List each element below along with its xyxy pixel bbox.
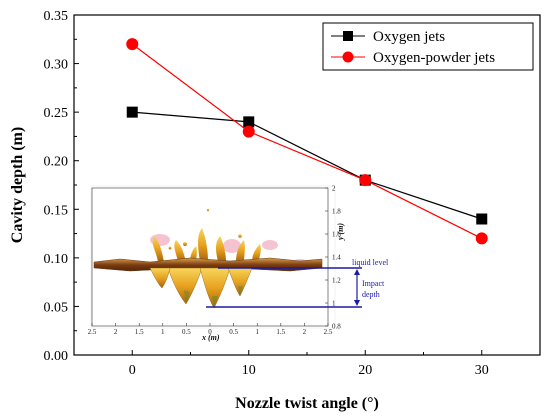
series-line-oxygen-jets (132, 111, 482, 220)
series-line-oxygen-powder-jets (131, 43, 483, 239)
inset-impact-label: Impact (362, 279, 385, 288)
series-layer (126, 38, 488, 245)
y-axis-ticks: 0.00 0.05 0.10 0.15 0.20 0.25 0.30 0.35 (44, 9, 79, 364)
inset-x-ticks: 2.5 2 1.5 1 0.5 0 0.5 1 1.5 2 2.5 (88, 323, 333, 336)
inset-y-tick-label: 1 (332, 300, 336, 308)
inset-depth-arrowhead-top (354, 269, 360, 275)
inset-x-tick-label: 0.5 (182, 328, 191, 336)
y-tick-label: 0.10 (44, 252, 69, 267)
inset-depth-label: depth (362, 290, 380, 299)
inset-y-tick-label: 1.8 (332, 208, 341, 216)
x-tick-label: 30 (475, 363, 489, 378)
inset-cavity-cones (149, 267, 253, 309)
inset-x-tick-label: 2 (303, 328, 307, 336)
oxygen-powder-jets-point (359, 174, 372, 187)
inset-y-tick-label: 1.4 (332, 254, 341, 262)
y-tick-label: 0.35 (44, 9, 69, 24)
inset-x-tick-label: 1 (161, 328, 165, 336)
inset-x-tick-label: 1 (255, 328, 259, 336)
oxygen-powder-jets-point (242, 125, 255, 138)
inset-depth-arrowhead-bottom (354, 300, 360, 306)
legend: Oxygen jets Oxygen-powder jets (322, 22, 534, 71)
legend-marker-oxygen-powder-jets (342, 51, 354, 63)
inset-y-axis-label: y (m) (336, 223, 345, 241)
inset-y-tick-label: 1.6 (332, 231, 341, 239)
x-axis-title: Nozzle twist angle (°) (235, 395, 379, 412)
y-tick-label: 0.25 (44, 106, 69, 121)
inset-cavity-shading (184, 286, 243, 308)
y-tick-label: 0.30 (44, 58, 69, 73)
y-axis-title: Cavity depth (m) (9, 127, 26, 243)
inset-liquid-level-label: liquid level (352, 258, 389, 267)
inset-y-tick-label: 2 (332, 185, 336, 193)
y-tick-label: 0.15 (44, 203, 69, 218)
inset-x-tick-label: 0.5 (229, 328, 238, 336)
y-tick-label: 0.20 (44, 155, 69, 170)
inset-x-tick-label: 1.5 (276, 328, 285, 336)
legend-label-oxygen-jets: Oxygen jets (373, 29, 445, 45)
x-tick-label: 10 (242, 363, 256, 378)
oxygen-powder-jets-point (475, 232, 488, 245)
inset-y-tick-label: 1.2 (332, 277, 341, 285)
inset-simulation: liquid level Impact depth 2.5 2 1.5 1 0.5 0 0.… (88, 185, 389, 343)
legend-label-oxygen-powder-jets: Oxygen-powder jets (373, 50, 495, 66)
inset-x-tick-label: 2.5 (324, 328, 333, 336)
x-tick-label: 0 (129, 363, 136, 378)
oxygen-jets-point (126, 106, 138, 118)
inset-x-tick-label: 2.5 (88, 328, 97, 336)
inset-x-tick-label: 0 (208, 328, 212, 336)
x-tick-label: 20 (358, 363, 372, 378)
inset-x-tick-label: 2 (114, 328, 118, 336)
inset-x-axis-label: x (m) (201, 333, 220, 342)
oxygen-jets-point (243, 116, 255, 128)
legend-marker-oxygen-jets (343, 31, 353, 41)
y-tick-label: 0.05 (44, 300, 69, 315)
inset-x-tick-label: 1.5 (135, 328, 144, 336)
y-tick-label: 0.00 (44, 349, 69, 364)
oxygen-powder-jets-point (126, 38, 139, 51)
legend-box (322, 22, 534, 71)
inset-y-ticks: 2 1.8 1.6 1.4 1.2 1 0.8 (325, 185, 341, 331)
inset-y-tick-label: 0.8 (332, 323, 341, 331)
x-axis-ticks: 0 10 20 30 (73, 350, 541, 378)
oxygen-jets-point (476, 213, 488, 225)
